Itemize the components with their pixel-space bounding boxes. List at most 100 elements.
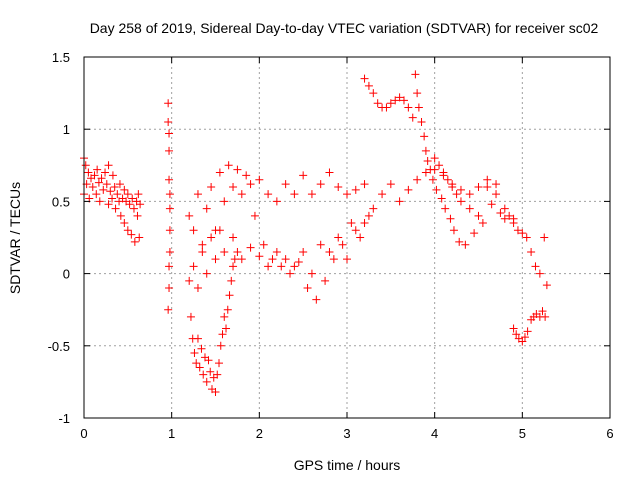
data-point: [286, 269, 295, 278]
data-point: [185, 276, 194, 285]
chart-title: Day 258 of 2019, Sidereal Day-to-day VTE…: [90, 20, 599, 36]
data-point: [218, 330, 227, 339]
data-point: [465, 204, 474, 213]
data-point: [230, 255, 239, 264]
data-point: [456, 197, 465, 206]
data-point: [108, 171, 117, 180]
data-point: [413, 89, 422, 98]
data-point: [104, 200, 113, 209]
data-point: [500, 214, 509, 223]
data-point: [206, 367, 215, 376]
data-point: [202, 377, 211, 386]
data-point: [165, 204, 174, 213]
data-point: [455, 237, 464, 246]
series-satellite-tracks-midday: [185, 161, 373, 304]
data-point: [395, 93, 404, 102]
data-point: [93, 165, 102, 174]
data-point: [255, 175, 264, 184]
data-point: [108, 194, 117, 203]
data-point: [527, 247, 536, 256]
data-point: [111, 204, 120, 213]
data-point: [134, 190, 143, 199]
data-point: [441, 204, 450, 213]
data-point: [198, 247, 207, 256]
data-point: [193, 334, 202, 343]
data-point: [428, 175, 437, 184]
data-point: [213, 370, 222, 379]
data-point: [347, 219, 356, 228]
data-point: [360, 180, 369, 189]
data-point: [259, 240, 268, 249]
data-point: [229, 233, 238, 242]
data-point: [356, 233, 365, 242]
series-satellite-tracks-afternoon: [360, 70, 551, 290]
data-point: [329, 255, 338, 264]
data-point: [135, 233, 144, 242]
data-point: [307, 190, 316, 199]
data-point: [123, 190, 132, 199]
data-point: [202, 269, 211, 278]
data-point: [90, 171, 99, 180]
data-point: [101, 168, 110, 177]
data-point: [360, 219, 369, 228]
data-point: [120, 219, 129, 228]
data-point: [222, 324, 231, 333]
data-point: [456, 185, 465, 194]
data-point: [204, 356, 213, 365]
data-point: [165, 129, 174, 138]
data-point: [97, 174, 106, 183]
data-point: [303, 284, 312, 293]
data-point: [207, 233, 216, 242]
data-point: [128, 194, 137, 203]
data-point: [307, 269, 316, 278]
y-tick-label: 1: [63, 122, 70, 137]
data-point: [421, 146, 430, 155]
data-point: [133, 211, 142, 220]
data-point: [351, 185, 360, 194]
data-point: [202, 204, 211, 213]
data-point: [272, 247, 281, 256]
series-satellite-tracks-lower: [189, 219, 369, 293]
data-point: [233, 165, 242, 174]
data-point: [211, 255, 220, 264]
data-point: [220, 197, 229, 206]
data-point: [186, 312, 195, 321]
data-point: [531, 262, 540, 271]
data-point: [423, 156, 432, 165]
data-point: [500, 204, 509, 213]
data-point: [487, 200, 496, 209]
data-point: [364, 81, 373, 90]
data-point: [369, 204, 378, 213]
data-point: [246, 243, 255, 252]
data-point: [129, 204, 138, 213]
data-point: [193, 190, 202, 199]
data-point: [334, 182, 343, 191]
data-point: [224, 161, 233, 170]
data-point: [164, 305, 173, 314]
data-point: [130, 237, 139, 246]
x-tick-label: 0: [80, 426, 87, 441]
data-point: [189, 262, 198, 271]
x-tick-label: 3: [343, 426, 350, 441]
data-point: [338, 240, 347, 249]
data-point: [164, 117, 173, 126]
data-point: [492, 180, 501, 189]
data-point: [277, 262, 286, 271]
data-point: [474, 182, 483, 191]
data-point: [540, 233, 549, 242]
data-point: [395, 197, 404, 206]
data-point: [125, 200, 134, 209]
data-point: [461, 240, 470, 249]
data-point: [386, 180, 395, 189]
data-point: [195, 363, 204, 372]
data-point: [165, 226, 174, 235]
data-point: [541, 312, 550, 321]
data-point: [215, 226, 224, 235]
data-point: [430, 165, 439, 174]
data-point: [220, 312, 229, 321]
x-tick-label: 4: [431, 426, 438, 441]
data-point: [417, 117, 426, 126]
data-point: [272, 197, 281, 206]
data-point: [165, 262, 174, 271]
data-point: [227, 276, 236, 285]
